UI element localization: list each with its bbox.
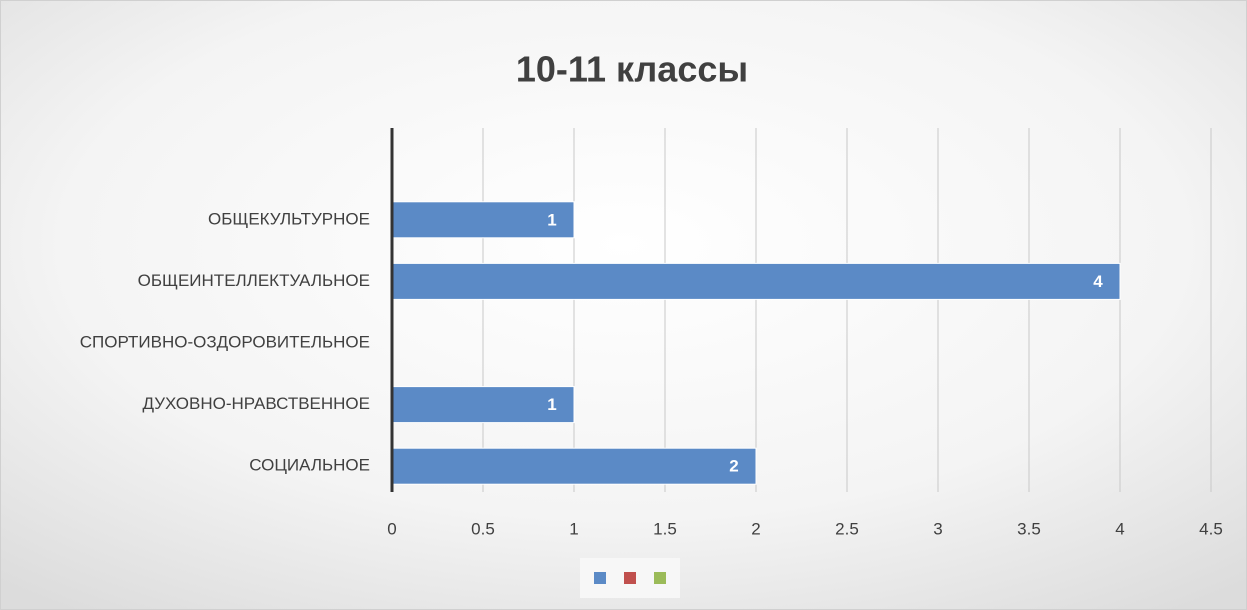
- legend-swatch: [654, 572, 666, 584]
- legend-swatch: [594, 572, 606, 584]
- y-tick-label: СОЦИАЛЬНОЕ: [249, 456, 370, 475]
- bar: [391, 262, 1121, 300]
- y-tick-label: СПОРТИВНО-ОЗДОРОВИТЕЛЬНОЕ: [80, 332, 370, 351]
- data-label: 1: [547, 210, 556, 229]
- y-tick-label: ОБЩЕКУЛЬТУРНОЕ: [208, 209, 370, 228]
- x-tick-label: 4.5: [1199, 519, 1223, 538]
- bar: [391, 201, 575, 239]
- bar: [391, 386, 575, 424]
- x-tick-label: 1.5: [653, 519, 677, 538]
- bar: [391, 447, 757, 485]
- legend-swatch: [624, 572, 636, 584]
- data-label: 2: [729, 457, 738, 476]
- y-tick-label: ОБЩЕИНТЕЛЛЕКТУАЛЬНОЕ: [138, 271, 370, 290]
- x-tick-label: 3.5: [1017, 519, 1041, 538]
- x-tick-label: 0.5: [471, 519, 495, 538]
- x-tick-label: 2.5: [835, 519, 859, 538]
- y-tick-label: ДУХОВНО-НРАВСТВЕННОЕ: [143, 394, 370, 413]
- x-tick-label: 2: [751, 519, 760, 538]
- data-label: 4: [1093, 272, 1103, 291]
- x-tick-label: 4: [1115, 519, 1124, 538]
- data-label: 1: [547, 395, 556, 414]
- x-tick-label: 3: [933, 519, 942, 538]
- chart-title: 10-11 классы: [516, 49, 748, 90]
- x-tick-label: 0: [387, 519, 396, 538]
- x-tick-label: 1: [569, 519, 578, 538]
